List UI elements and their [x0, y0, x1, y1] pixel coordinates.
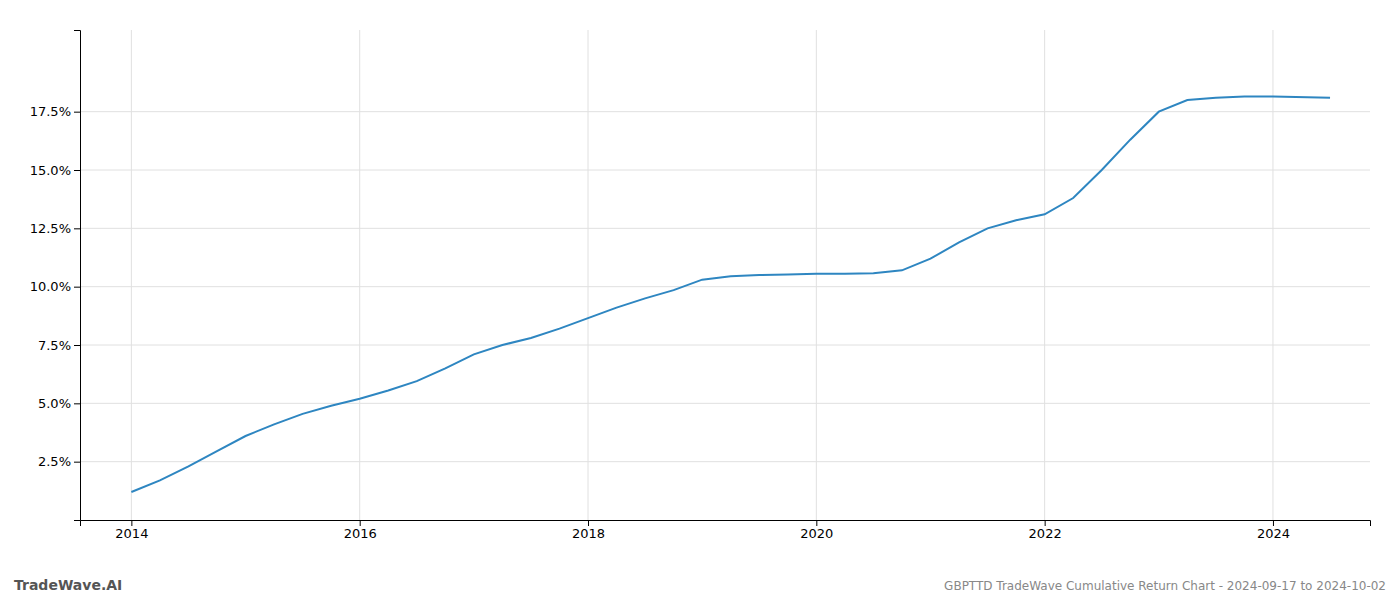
grid-line — [816, 30, 817, 520]
tick-mark — [131, 520, 132, 526]
y-tick: 17.5% — [30, 104, 80, 119]
tick-mark — [74, 228, 80, 229]
x-tick: 2018 — [572, 520, 605, 541]
grid-line — [80, 403, 1370, 404]
grid-line — [80, 286, 1370, 287]
y-tick: 10.0% — [30, 279, 80, 294]
x-tick: 2024 — [1257, 520, 1290, 541]
tick-label: 2.5% — [38, 454, 71, 469]
tick-label: 2018 — [572, 526, 605, 541]
y-tick: 7.5% — [38, 338, 80, 353]
x-tick: 2014 — [115, 520, 148, 541]
x-tick: 2016 — [344, 520, 377, 541]
tick-mark — [588, 520, 589, 526]
grid-line — [131, 30, 132, 520]
grid-line — [80, 345, 1370, 346]
tick-label: 12.5% — [30, 221, 71, 236]
tick-label: 5.0% — [38, 396, 71, 411]
tick-mark — [1045, 520, 1046, 526]
tick-label: 2014 — [115, 526, 148, 541]
tick-mark — [74, 287, 80, 288]
axis-line — [81, 521, 1371, 527]
tick-mark — [74, 112, 80, 113]
tick-mark — [74, 462, 80, 463]
grid-line — [359, 30, 360, 520]
tick-mark — [816, 520, 817, 526]
tick-label: 2022 — [1029, 526, 1062, 541]
tick-label: 15.0% — [30, 163, 71, 178]
y-tick: 5.0% — [38, 396, 80, 411]
marks — [131, 97, 1330, 493]
tick-mark — [74, 345, 80, 346]
plot-area: 2014 2016 2018 2020 2022 2024 2.5% 5.0% 7.5% 10.0… — [30, 30, 1371, 541]
grid-line — [80, 111, 1370, 112]
tick-label: 2024 — [1257, 526, 1290, 541]
y-tick: 15.0% — [30, 163, 80, 178]
tick-mark — [74, 403, 80, 404]
x-tick: 2022 — [1029, 520, 1062, 541]
grid-line — [1044, 30, 1045, 520]
grid — [80, 30, 1370, 520]
y-tick: 2.5% — [38, 454, 80, 469]
tick-label: 2020 — [800, 526, 833, 541]
tick-label: 17.5% — [30, 104, 71, 119]
watermark: TradeWave.AI — [14, 577, 122, 593]
y-axis: 2.5% 5.0% 7.5% 10.0% 12.5% 15.0% 17.5% — [30, 31, 81, 521]
title: GBPTTD TradeWave Cumulative Return Chart… — [944, 579, 1386, 593]
grid-line — [80, 461, 1370, 462]
x-axis: 2014 2016 2018 2020 2022 2024 — [81, 520, 1371, 541]
line — [131, 97, 1330, 493]
axis-line — [74, 31, 81, 521]
tick-mark — [1273, 520, 1274, 526]
grid-line — [1272, 30, 1273, 520]
y-tick: 12.5% — [30, 221, 80, 236]
grid-line — [588, 30, 589, 520]
grid-line — [80, 170, 1370, 171]
tick-mark — [360, 520, 361, 526]
chart: 2014 2016 2018 2020 2022 2024 2.5% 5.0% 7.5% 10.0… — [0, 0, 1400, 600]
tick-mark — [74, 170, 80, 171]
tick-label: 10.0% — [30, 279, 71, 294]
x-tick: 2020 — [800, 520, 833, 541]
tick-label: 7.5% — [38, 338, 71, 353]
grid-line — [80, 228, 1370, 229]
tick-label: 2016 — [344, 526, 377, 541]
